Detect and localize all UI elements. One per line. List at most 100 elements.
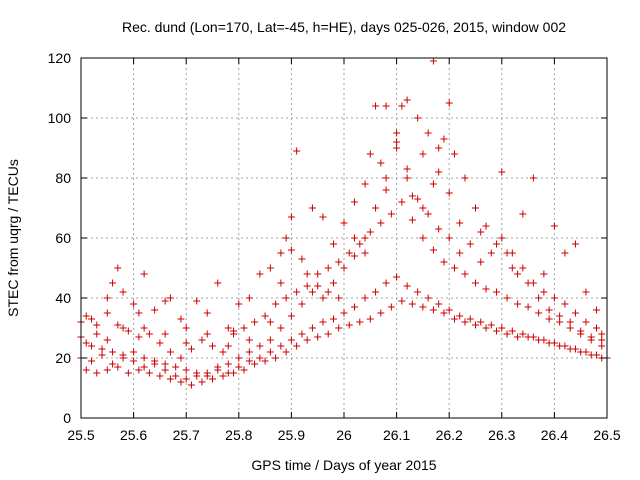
data-point bbox=[382, 174, 390, 182]
data-point bbox=[335, 294, 343, 302]
data-point bbox=[145, 369, 153, 377]
data-point bbox=[498, 234, 506, 242]
data-point bbox=[156, 372, 164, 380]
data-point bbox=[361, 234, 369, 242]
data-point bbox=[377, 219, 385, 227]
data-point bbox=[503, 249, 511, 257]
data-point bbox=[287, 336, 295, 344]
y-tick-labels: 0 20 40 60 80 100 120 bbox=[48, 50, 72, 426]
data-point bbox=[382, 279, 390, 287]
data-point bbox=[592, 306, 600, 314]
data-points bbox=[77, 57, 611, 389]
data-point bbox=[414, 114, 422, 122]
data-point bbox=[424, 210, 432, 218]
data-point bbox=[166, 375, 174, 383]
data-point bbox=[314, 282, 322, 290]
data-point bbox=[408, 216, 416, 224]
data-point bbox=[398, 297, 406, 305]
data-point bbox=[372, 102, 380, 110]
data-point bbox=[240, 366, 248, 374]
data-point bbox=[429, 57, 437, 65]
data-point bbox=[93, 369, 101, 377]
data-point bbox=[435, 168, 443, 176]
data-point bbox=[266, 264, 274, 272]
x-tick-label: 25.5 bbox=[67, 427, 94, 443]
data-point bbox=[198, 336, 206, 344]
x-tick-label: 26.4 bbox=[541, 427, 568, 443]
data-point bbox=[403, 165, 411, 173]
data-point bbox=[366, 228, 374, 236]
data-point bbox=[493, 240, 501, 248]
data-point bbox=[482, 324, 490, 332]
data-point bbox=[245, 348, 253, 356]
data-point bbox=[466, 240, 474, 248]
data-point bbox=[214, 279, 222, 287]
data-point bbox=[98, 351, 106, 359]
data-point bbox=[272, 354, 280, 362]
data-point bbox=[293, 342, 301, 350]
data-point bbox=[598, 336, 606, 344]
data-point bbox=[493, 288, 501, 296]
data-point bbox=[487, 321, 495, 329]
y-tick-label: 120 bbox=[48, 50, 72, 66]
data-point bbox=[140, 324, 148, 332]
data-point bbox=[393, 129, 401, 137]
data-point bbox=[351, 198, 359, 206]
data-point bbox=[524, 333, 532, 341]
data-point bbox=[319, 318, 327, 326]
y-tick-label: 100 bbox=[48, 110, 72, 126]
data-point bbox=[556, 318, 564, 326]
data-point bbox=[324, 288, 332, 296]
data-point bbox=[277, 279, 285, 287]
x-tick-labels: 25.5 25.6 25.7 25.8 25.9 26 26.1 26.2 26.3 26.4 26… bbox=[67, 427, 620, 443]
data-point bbox=[372, 204, 380, 212]
data-point bbox=[319, 294, 327, 302]
data-point bbox=[361, 294, 369, 302]
data-point bbox=[140, 270, 148, 278]
data-point bbox=[93, 330, 101, 338]
data-point bbox=[287, 246, 295, 254]
data-point bbox=[456, 219, 464, 227]
data-point bbox=[524, 279, 532, 287]
data-point bbox=[103, 336, 111, 344]
data-point bbox=[419, 150, 427, 158]
data-point bbox=[251, 360, 259, 368]
data-point bbox=[224, 360, 232, 368]
data-point bbox=[598, 330, 606, 338]
data-point bbox=[592, 324, 600, 332]
data-point bbox=[135, 309, 143, 317]
data-point bbox=[561, 249, 569, 257]
data-point bbox=[561, 300, 569, 308]
data-point bbox=[461, 270, 469, 278]
data-point bbox=[424, 294, 432, 302]
data-point bbox=[209, 375, 216, 383]
data-point bbox=[424, 129, 432, 137]
data-point bbox=[329, 240, 337, 248]
data-point bbox=[435, 225, 443, 233]
data-point bbox=[93, 321, 101, 329]
data-point bbox=[472, 321, 479, 329]
data-point bbox=[419, 303, 427, 311]
data-point bbox=[345, 249, 353, 257]
data-point bbox=[577, 327, 585, 335]
data-point bbox=[487, 249, 495, 257]
data-point bbox=[493, 327, 501, 335]
data-point bbox=[582, 288, 590, 296]
y-tick-label: 40 bbox=[55, 290, 71, 306]
data-point bbox=[224, 324, 232, 332]
data-point bbox=[351, 234, 359, 242]
data-point bbox=[545, 315, 553, 323]
data-point bbox=[235, 300, 243, 308]
data-point bbox=[114, 363, 122, 371]
data-point bbox=[109, 360, 117, 368]
data-point bbox=[566, 318, 574, 326]
x-tick-label: 26.5 bbox=[593, 427, 620, 443]
data-point bbox=[130, 357, 138, 365]
data-point bbox=[119, 324, 127, 332]
data-point bbox=[88, 357, 96, 365]
data-point bbox=[251, 318, 259, 326]
data-point bbox=[172, 363, 180, 371]
data-point bbox=[545, 339, 553, 347]
data-point bbox=[303, 282, 311, 290]
data-point bbox=[329, 279, 337, 287]
